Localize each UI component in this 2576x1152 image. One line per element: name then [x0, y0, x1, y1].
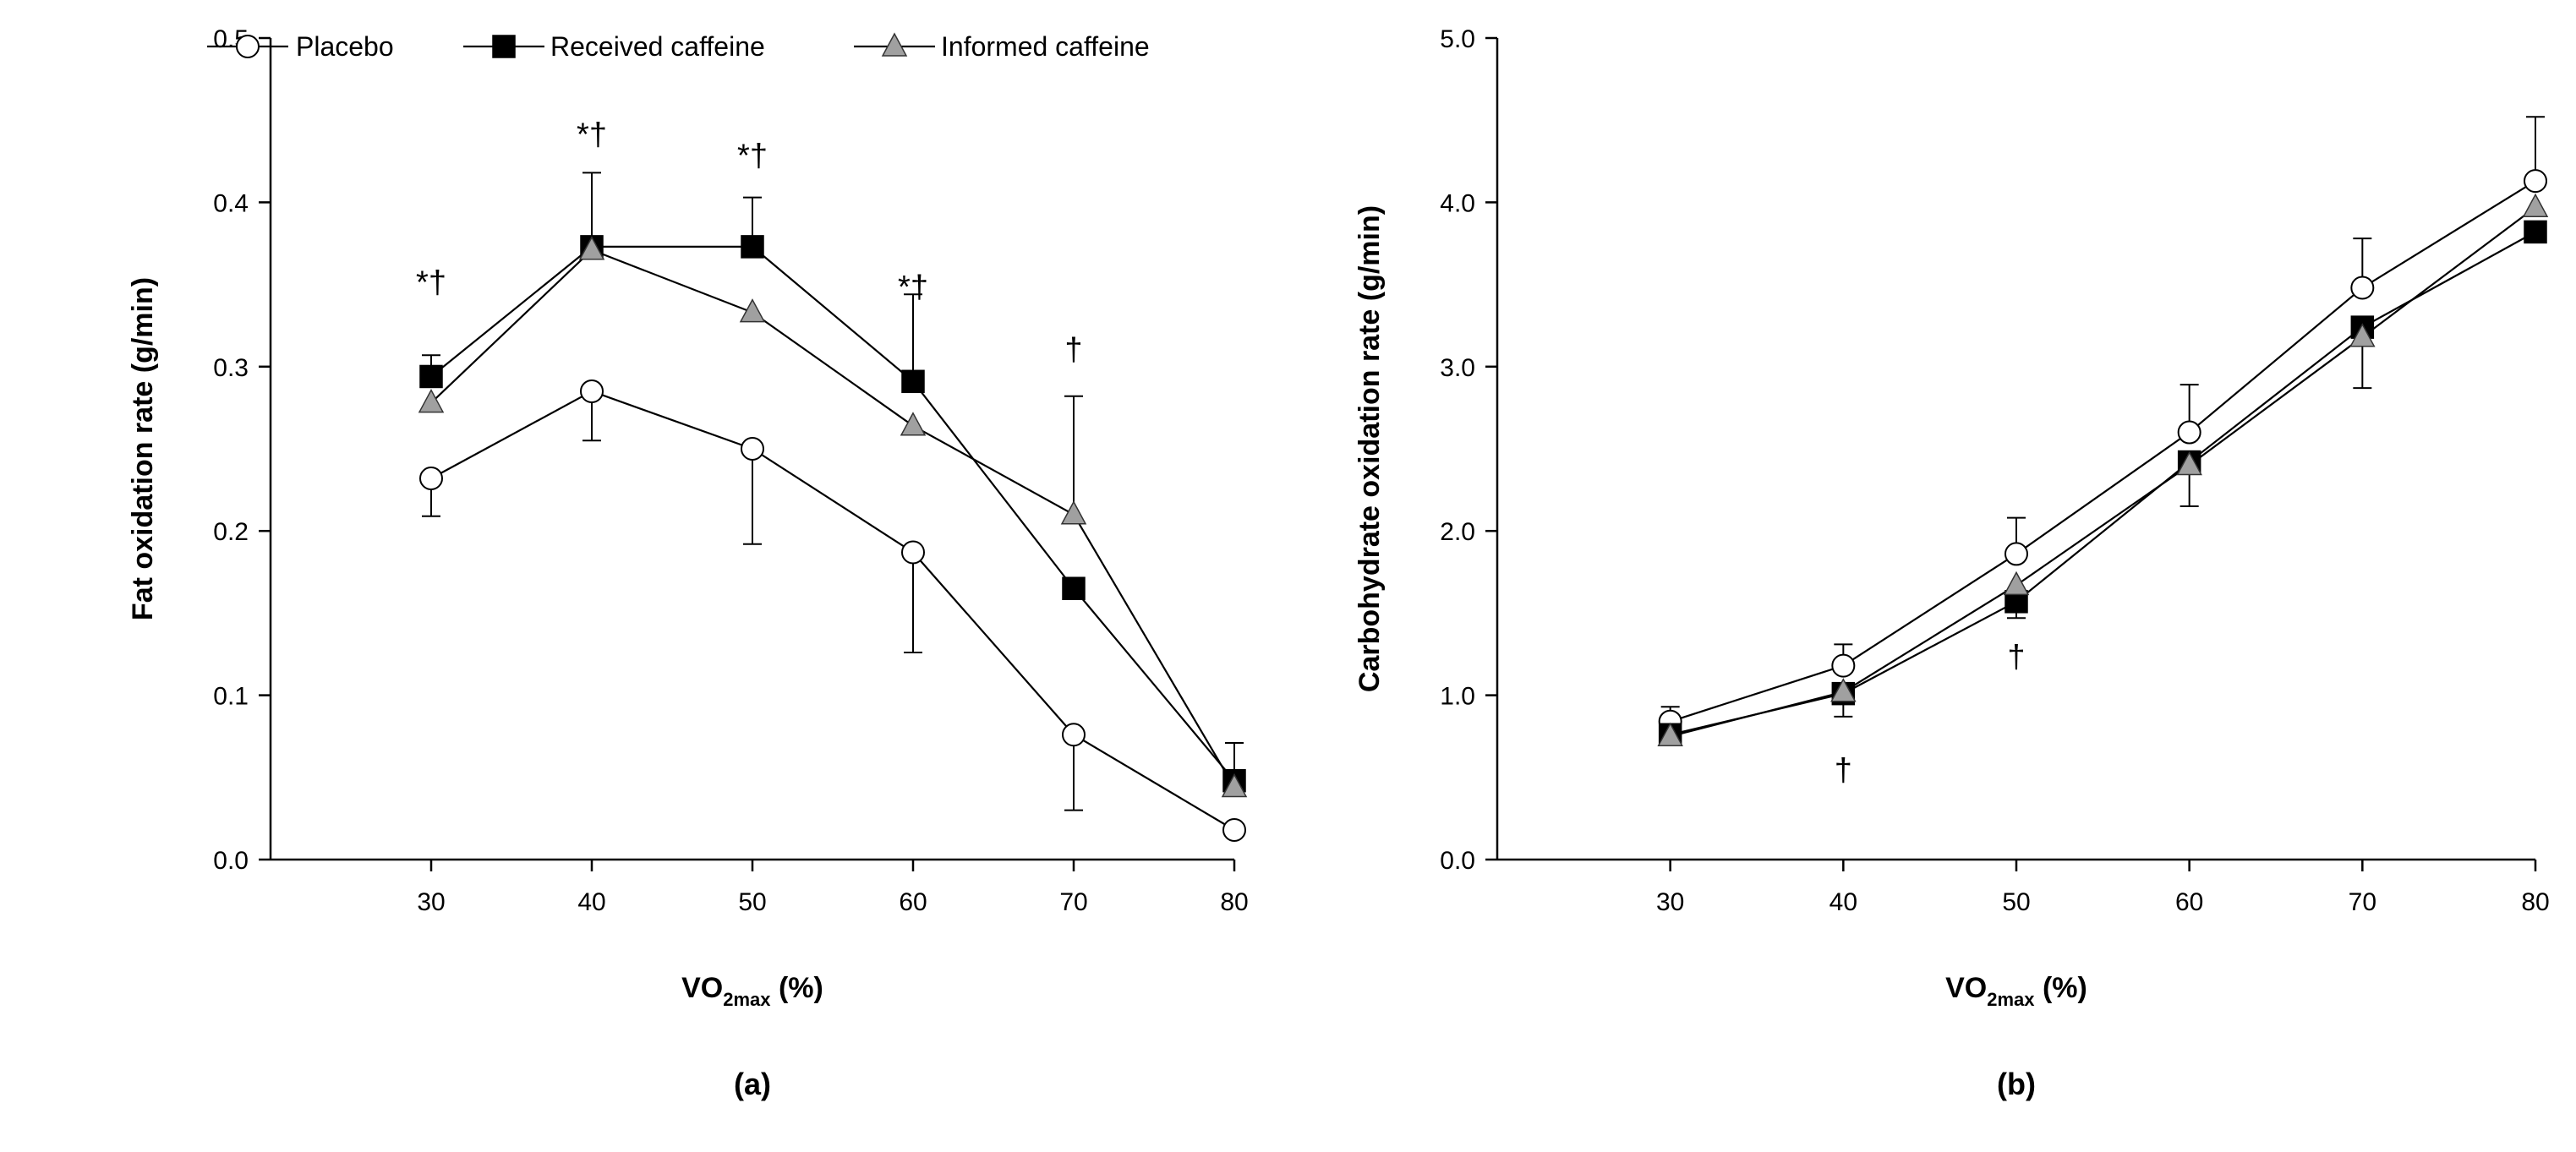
series-line-placebo — [430, 390, 1235, 831]
y-axis-title: Fat oxidation rate (g/min) — [127, 277, 159, 620]
y-tick-label: 0.4 — [213, 189, 249, 217]
y-tick-label: 3.0 — [1440, 354, 1475, 382]
x-tick-label: 30 — [417, 888, 445, 916]
data-point-placebo — [901, 540, 925, 565]
legend-label: Received caffeine — [550, 31, 765, 62]
data-point-informed-caffeine — [2003, 571, 2030, 596]
x-tick-label: 60 — [899, 888, 927, 916]
x-tick-label: 40 — [577, 888, 605, 916]
data-point-received-caffeine — [1062, 576, 1086, 600]
data-point-informed-caffeine — [739, 298, 766, 323]
x-tick-label: 40 — [1829, 888, 1857, 916]
y-axis-title: Carbohydrate oxidation rate (g/min) — [1354, 205, 1386, 692]
legend-marker — [236, 35, 260, 58]
data-point-placebo — [1831, 653, 1856, 678]
data-point-received-caffeine — [901, 369, 925, 394]
data-point-informed-caffeine — [578, 236, 605, 260]
legend-marker — [881, 32, 908, 57]
data-point-informed-caffeine — [1221, 773, 1248, 798]
y-tick-label: 0.3 — [213, 354, 249, 382]
x-axis-title-subscript: 2max — [723, 989, 771, 1010]
data-point-informed-caffeine — [2176, 450, 2202, 476]
panel-label: (b) — [1997, 1067, 2036, 1101]
series-line-informed-caffeine — [1670, 206, 2536, 738]
data-point-placebo — [1222, 818, 1246, 843]
data-point-placebo — [1062, 723, 1086, 747]
panel-label: (a) — [734, 1067, 771, 1101]
x-axis-title-rest: (%) — [771, 972, 823, 1004]
significance-annotation: † — [1064, 332, 1082, 368]
y-tick-label: 4.0 — [1440, 189, 1475, 217]
x-tick-label: 50 — [2002, 888, 2030, 916]
series-line-placebo — [1670, 180, 2536, 723]
legend-marker — [492, 35, 516, 58]
x-axis-title-rest: (%) — [2035, 972, 2087, 1004]
data-point-informed-caffeine — [2349, 323, 2376, 347]
data-point-received-caffeine — [2524, 220, 2547, 244]
y-tick-label: 2.0 — [1440, 518, 1475, 546]
data-point-placebo — [580, 379, 604, 403]
series-line-received-caffeine — [1670, 231, 2536, 736]
significance-annotation: *† — [577, 117, 607, 152]
series-line-received-caffeine — [430, 245, 1235, 782]
legend-label: Placebo — [296, 31, 394, 62]
x-tick-label: 80 — [1220, 888, 1248, 916]
significance-annotation: *† — [416, 265, 446, 300]
data-point-placebo — [2350, 276, 2375, 300]
chart-panel-b: 0.0 1.0 2.0 3.0 4.0 5.0 30 40 50 60 70 80 VO2max (%)… — [1354, 25, 2550, 1101]
x-tick-label: 70 — [1059, 888, 1087, 916]
data-point-informed-caffeine — [418, 388, 445, 413]
x-tick-label: 30 — [1656, 888, 1684, 916]
significance-annotation: † — [2007, 640, 2025, 675]
y-tick-label: 0.1 — [213, 683, 249, 711]
data-point-placebo — [741, 437, 764, 461]
y-tick-label: 0.0 — [213, 847, 249, 875]
y-tick-label: 1.0 — [1440, 683, 1475, 711]
significance-annotation: † — [1835, 753, 1852, 789]
significance-annotation: *† — [737, 139, 768, 174]
data-point-placebo — [2177, 420, 2201, 445]
data-point-informed-caffeine — [1060, 500, 1087, 525]
legend: Placebo Received caffeine Informed caffein… — [207, 31, 1150, 62]
series-line-informed-caffeine — [430, 248, 1235, 789]
data-point-placebo — [2004, 542, 2028, 566]
x-axis-title: VO2max (%) — [681, 972, 823, 1010]
x-axis-title: VO2max (%) — [1945, 972, 2087, 1010]
y-tick-label: 5.0 — [1440, 25, 1475, 53]
data-point-received-caffeine — [741, 235, 764, 259]
data-point-informed-caffeine — [2522, 193, 2549, 217]
y-tick-label: 0.0 — [1440, 847, 1475, 875]
x-axis-title-main: VO — [1945, 972, 1987, 1004]
data-point-placebo — [2524, 169, 2547, 194]
significance-annotation: *† — [898, 270, 928, 305]
data-point-informed-caffeine — [1830, 678, 1857, 702]
data-point-informed-caffeine — [1657, 722, 1683, 746]
x-tick-label: 80 — [2521, 888, 2549, 916]
x-tick-label: 60 — [2175, 888, 2203, 916]
data-point-received-caffeine — [419, 364, 443, 389]
x-tick-label: 70 — [2349, 888, 2376, 916]
x-axis-title-main: VO — [681, 972, 723, 1004]
x-axis-title-subscript: 2max — [1987, 989, 2035, 1010]
legend-label: Informed caffeine — [941, 31, 1150, 62]
data-point-placebo — [419, 466, 443, 490]
x-tick-label: 50 — [738, 888, 766, 916]
data-point-informed-caffeine — [900, 412, 927, 436]
y-tick-label: 0.2 — [213, 518, 249, 546]
